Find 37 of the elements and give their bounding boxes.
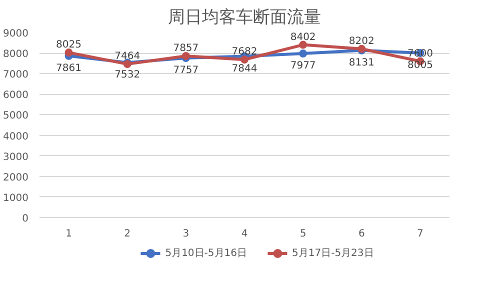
data-label: 8005 <box>407 60 433 71</box>
y-tick-label: 7000 <box>3 70 29 81</box>
y-tick-label: 5000 <box>3 110 29 122</box>
x-tick-label: 1 <box>66 228 72 240</box>
data-label: 7861 <box>56 62 82 74</box>
y-tick-label: 0 <box>22 214 29 224</box>
point <box>240 56 248 64</box>
point <box>64 48 73 57</box>
data-label: 7464 <box>114 51 140 62</box>
legend-label: 5月10日-5月16日 <box>165 247 247 260</box>
x-tick-label: 4 <box>241 228 248 240</box>
y-tick-label: 6000 <box>3 90 29 102</box>
data-label: 8025 <box>56 40 82 51</box>
data-label: 7844 <box>232 63 258 74</box>
point <box>182 52 190 60</box>
y-tick-label: 3000 <box>3 152 29 163</box>
data-label: 7532 <box>114 70 140 81</box>
x-tick-label: 3 <box>182 228 190 240</box>
point <box>299 50 308 58</box>
y-tick-label: 4000 <box>3 131 29 142</box>
x-tick-label: 5 <box>300 228 306 240</box>
y-tick-label: 9000 <box>3 28 29 40</box>
chart-title: 周日均客车断面流量 <box>168 8 321 28</box>
data-label: 8131 <box>348 57 374 68</box>
point <box>299 40 308 49</box>
y-tick-label: 1000 <box>3 192 29 204</box>
y-tick-label: 8000 <box>3 49 29 60</box>
data-label: 8402 <box>290 32 316 43</box>
y-tick-label: 2000 <box>3 172 29 184</box>
data-label: 7757 <box>173 65 199 76</box>
x-tick-label: 6 <box>358 228 365 240</box>
data-label: 8202 <box>348 36 374 47</box>
data-label: 7977 <box>290 60 316 72</box>
x-tick-label: 2 <box>124 228 131 240</box>
legend-label: 5月17日-5月23日 <box>292 247 374 260</box>
x-tick-label: 7 <box>417 228 424 240</box>
data-label: 7857 <box>173 42 199 54</box>
